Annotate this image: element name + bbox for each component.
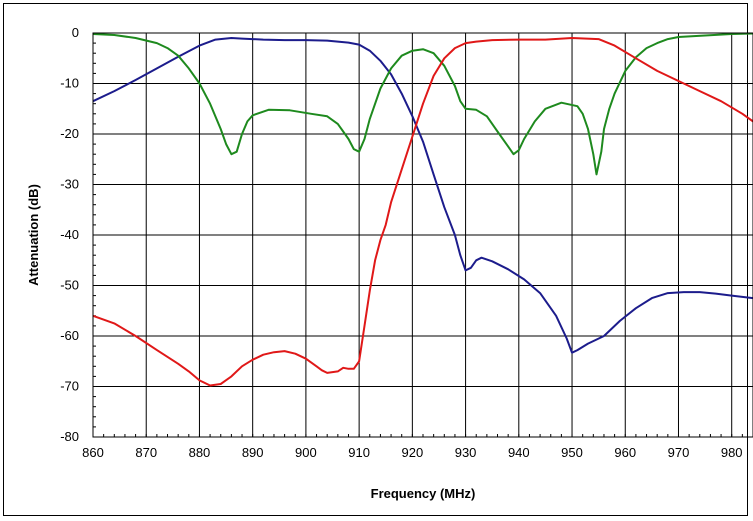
y-tick-label: -70 xyxy=(60,379,79,394)
y-tick-label: -60 xyxy=(60,328,79,343)
x-axis-label: Frequency (MHz) xyxy=(371,486,476,501)
axis-ticks: 860 870 880 890 900 910 920 930 940 950 960 970 980 0… xyxy=(60,25,753,460)
y-tick-label: -50 xyxy=(60,278,79,293)
x-tick-label: 980 xyxy=(721,445,743,460)
x-tick-label: 890 xyxy=(242,445,264,460)
y-tick-label: -40 xyxy=(60,227,79,242)
x-tick-label: 940 xyxy=(508,445,530,460)
y-axis-label: Attenuation (dB) xyxy=(26,184,41,286)
y-tick-label: -20 xyxy=(60,126,79,141)
grid-lines xyxy=(93,33,753,437)
series-line-2 xyxy=(92,32,753,176)
series-line-3 xyxy=(92,37,753,387)
y-tick-label: -80 xyxy=(60,429,79,444)
x-tick-label: 930 xyxy=(455,445,477,460)
x-tick-label: 870 xyxy=(135,445,157,460)
x-tick-label: 960 xyxy=(614,445,636,460)
x-tick-label: 910 xyxy=(348,445,370,460)
plot-area-border xyxy=(92,32,753,438)
x-tick-label: 860 xyxy=(82,445,104,460)
series-line-1 xyxy=(92,37,753,354)
y-tick-label: -30 xyxy=(60,177,79,192)
series-lines xyxy=(92,32,753,387)
x-tick-label: 880 xyxy=(189,445,211,460)
x-tick-label: 900 xyxy=(295,445,317,460)
x-tick-label: 920 xyxy=(402,445,424,460)
y-tick-label: -10 xyxy=(60,76,79,91)
y-tick-label: 0 xyxy=(72,25,79,40)
x-tick-label: 970 xyxy=(668,445,690,460)
x-tick-label: 950 xyxy=(561,445,583,460)
